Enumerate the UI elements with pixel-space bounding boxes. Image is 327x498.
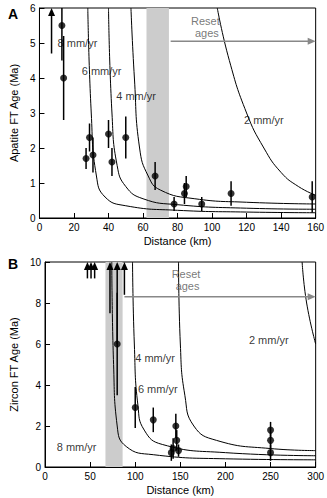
svg-text:Distance (km): Distance (km) xyxy=(144,235,212,247)
svg-text:10: 10 xyxy=(30,257,42,268)
svg-text:0: 0 xyxy=(35,462,41,473)
svg-text:0: 0 xyxy=(42,471,48,482)
svg-text:8: 8 xyxy=(35,298,41,309)
svg-text:Distance (km): Distance (km) xyxy=(146,484,214,496)
svg-text:3: 3 xyxy=(30,108,36,119)
svg-text:100: 100 xyxy=(204,222,221,233)
svg-text:ages: ages xyxy=(176,280,200,292)
svg-text:120: 120 xyxy=(238,222,255,233)
svg-text:4 mm/yr: 4 mm/yr xyxy=(135,352,175,364)
svg-text:80: 80 xyxy=(172,222,184,233)
svg-text:ages: ages xyxy=(195,27,219,39)
svg-text:8 mm/yr: 8 mm/yr xyxy=(58,37,98,49)
svg-text:4: 4 xyxy=(35,380,41,391)
svg-text:2 mm/yr: 2 mm/yr xyxy=(249,334,289,346)
svg-text:2: 2 xyxy=(30,143,36,154)
svg-text:60: 60 xyxy=(137,222,149,233)
svg-text:6: 6 xyxy=(35,339,41,350)
svg-text:4: 4 xyxy=(30,73,36,84)
svg-text:Reset: Reset xyxy=(172,268,204,280)
svg-text:0: 0 xyxy=(37,222,43,233)
svg-text:100: 100 xyxy=(127,471,144,482)
svg-text:6 mm/yr: 6 mm/yr xyxy=(138,383,178,395)
svg-text:150: 150 xyxy=(172,471,189,482)
svg-text:Apatite FT Age (Ma): Apatite FT Age (Ma) xyxy=(8,64,20,162)
svg-text:200: 200 xyxy=(217,471,234,482)
svg-text:300: 300 xyxy=(307,471,324,482)
svg-text:50: 50 xyxy=(85,471,97,482)
svg-text:B: B xyxy=(8,256,18,272)
svg-text:2: 2 xyxy=(35,421,41,432)
svg-text:160: 160 xyxy=(307,222,324,233)
svg-text:6: 6 xyxy=(30,3,36,14)
svg-text:Zircon FT Age (Ma): Zircon FT Age (Ma) xyxy=(8,317,20,412)
svg-text:140: 140 xyxy=(273,222,290,233)
svg-text:1: 1 xyxy=(30,178,36,189)
svg-text:250: 250 xyxy=(262,471,279,482)
svg-text:20: 20 xyxy=(68,222,80,233)
svg-text:40: 40 xyxy=(103,222,115,233)
svg-text:6 mm/yr: 6 mm/yr xyxy=(82,65,122,77)
svg-text:8 mm/yr: 8 mm/yr xyxy=(57,441,97,453)
svg-text:4 mm/yr: 4 mm/yr xyxy=(116,90,156,102)
svg-text:Reset: Reset xyxy=(191,15,223,27)
svg-text:2 mm/yr: 2 mm/yr xyxy=(244,114,284,126)
svg-text:5: 5 xyxy=(30,38,36,49)
svg-text:A: A xyxy=(8,6,18,22)
svg-text:0: 0 xyxy=(30,213,36,224)
